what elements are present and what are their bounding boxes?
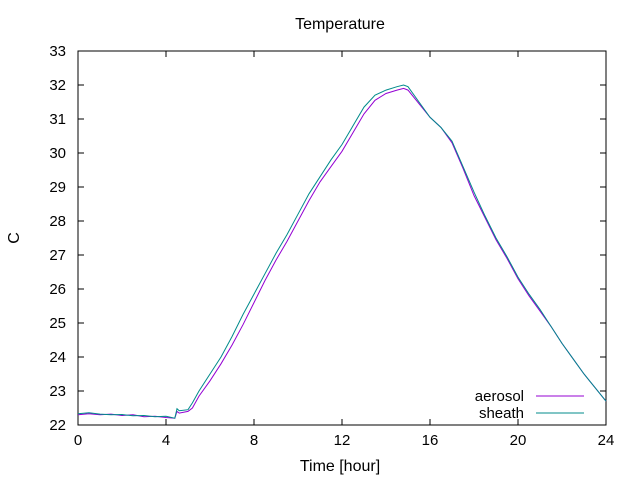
y-tick-label: 23 — [49, 383, 66, 400]
x-tick-label: 0 — [74, 432, 82, 449]
x-tick-label: 24 — [598, 432, 615, 449]
y-tick-label: 22 — [49, 417, 66, 434]
legend-label-sheath: sheath — [479, 405, 524, 422]
y-tick-label: 31 — [49, 111, 66, 128]
x-axis-title: Time [hour] — [300, 458, 380, 475]
y-tick-label: 28 — [49, 213, 66, 230]
y-tick-label: 24 — [49, 349, 66, 366]
y-tick-label: 29 — [49, 179, 66, 196]
x-tick-label: 8 — [250, 432, 258, 449]
y-tick-label: 26 — [49, 281, 66, 298]
series-line-aerosol — [77, 87, 607, 419]
plot-frame — [77, 50, 607, 426]
legend-label-aerosol: aerosol — [475, 388, 524, 405]
x-tick-label: 4 — [162, 432, 170, 449]
x-tick-label: 20 — [510, 432, 527, 449]
y-tick-label: 33 — [49, 43, 66, 60]
series-line-sheath — [77, 84, 607, 419]
x-tick-label: 16 — [422, 432, 439, 449]
x-tick-label: 12 — [334, 432, 351, 449]
chart-title: Temperature — [295, 16, 385, 33]
y-axis-title: C — [6, 232, 23, 244]
y-tick-label: 25 — [49, 315, 66, 332]
y-tick-label: 27 — [49, 247, 66, 264]
y-tick-label: 30 — [49, 145, 66, 162]
y-tick-label: 32 — [49, 77, 66, 94]
